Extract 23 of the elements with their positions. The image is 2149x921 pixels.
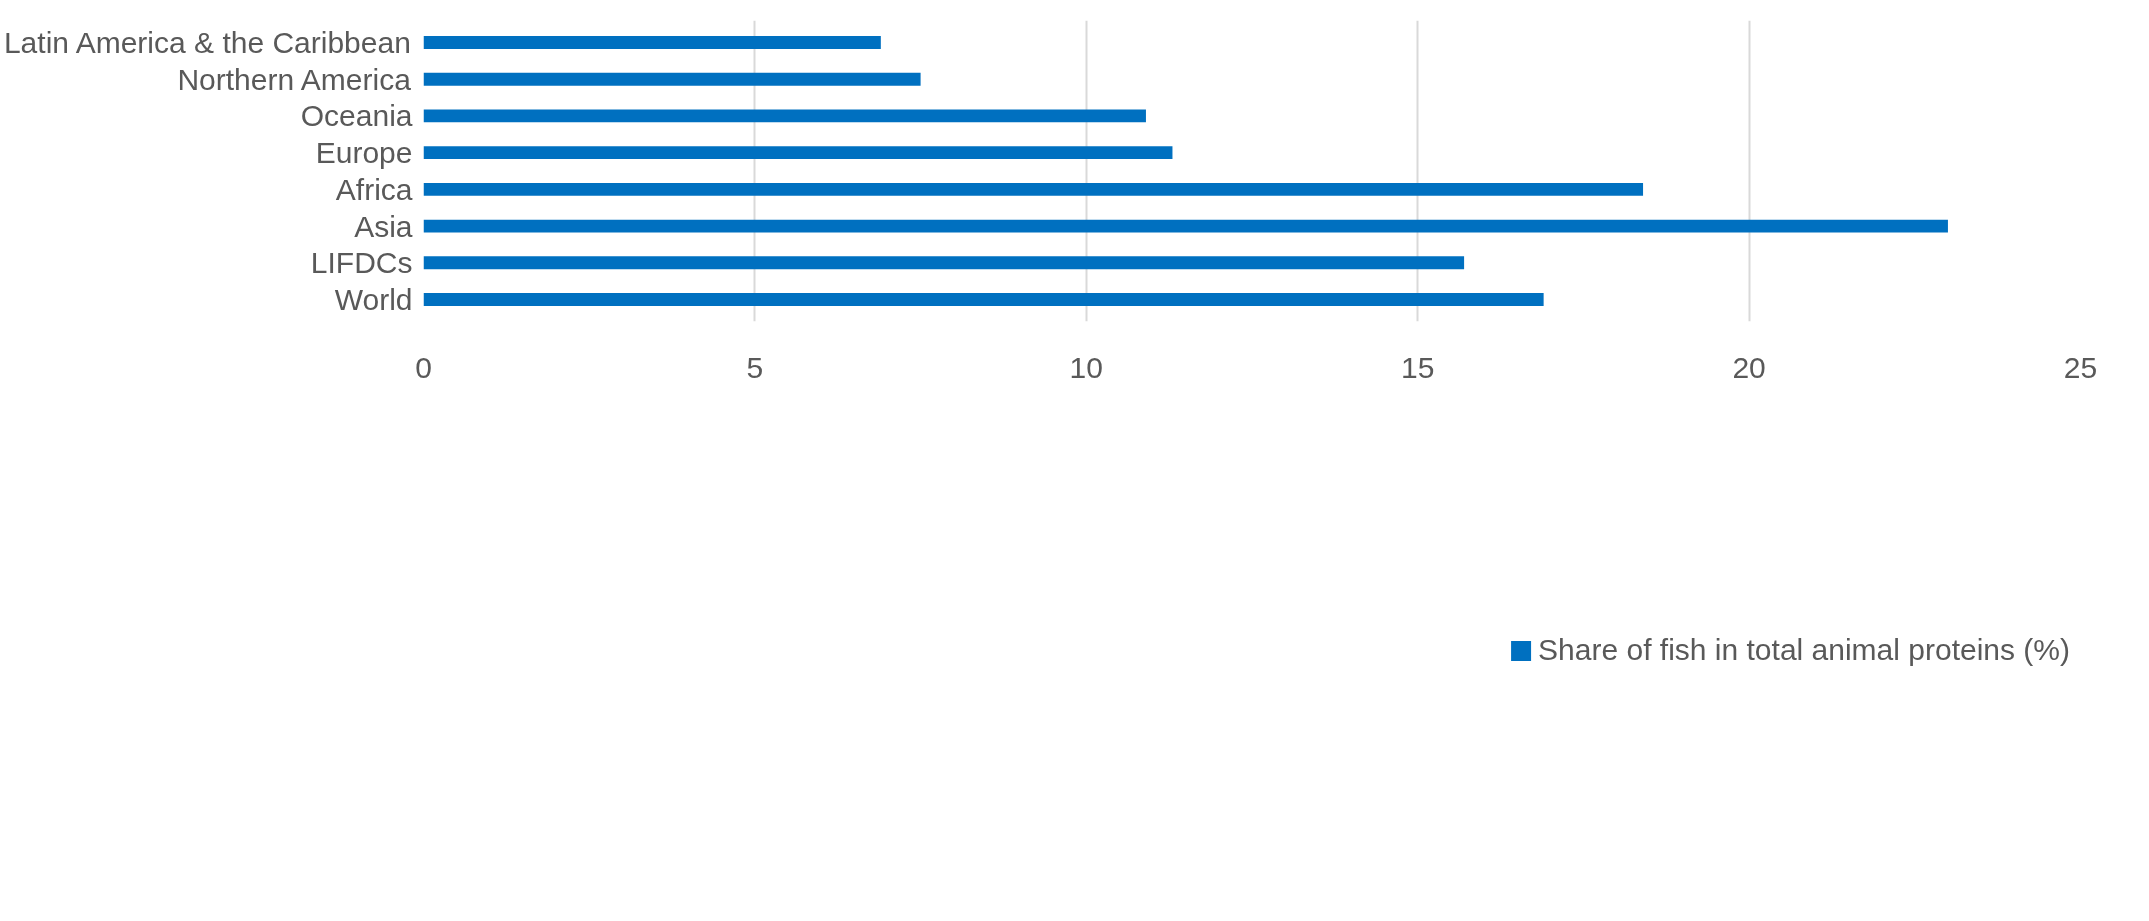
bar bbox=[423, 219, 1948, 233]
bar bbox=[423, 182, 1644, 196]
y-tick-label: Asia bbox=[354, 209, 413, 243]
bar bbox=[423, 146, 1173, 160]
x-tick-label: 20 bbox=[1732, 350, 1766, 384]
bar bbox=[423, 72, 921, 86]
y-tick-label: Latin America & the Caribbean bbox=[3, 26, 411, 60]
x-tick-label: 25 bbox=[2063, 350, 2098, 384]
x-tick-label: 15 bbox=[1401, 350, 1435, 384]
x-tick-label: 0 bbox=[415, 350, 432, 384]
x-tick-label: 5 bbox=[746, 350, 764, 384]
bar bbox=[423, 109, 1146, 123]
bar bbox=[423, 293, 1544, 306]
y-tick-label: LIFDCs bbox=[310, 246, 413, 280]
y-tick-label: Europe bbox=[315, 136, 413, 170]
y-tick-label: World bbox=[334, 282, 413, 316]
bar bbox=[423, 36, 881, 49]
y-tick-label: Africa bbox=[335, 172, 413, 206]
legend-label: Share of fish in total animal proteins (%) bbox=[1538, 633, 2070, 667]
y-tick-label: Oceania bbox=[300, 99, 413, 133]
bar bbox=[423, 256, 1465, 270]
y-tick-label: Northern America bbox=[177, 62, 412, 96]
x-tick-label: 10 bbox=[1069, 350, 1103, 384]
